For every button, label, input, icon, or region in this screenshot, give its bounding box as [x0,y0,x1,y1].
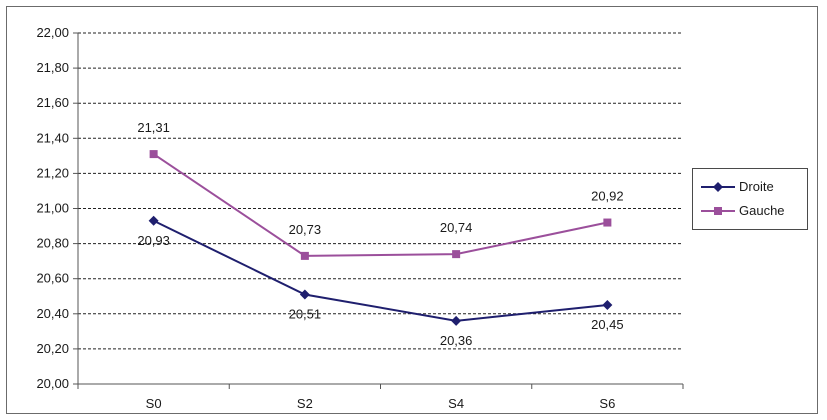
x-tick-label: S2 [297,396,313,411]
data-point-droite [602,300,613,311]
legend-swatch-droite [701,182,735,192]
label-layer: 20,93 20,51 20,36 20,45 21,31 20,73 20,74 20,92 [137,120,623,348]
y-tick-label: 20,40 [36,306,69,321]
legend-label-droite: Droite [739,179,774,194]
data-label-gauche: 20,73 [289,222,322,237]
y-tick-label: 20,60 [36,271,69,286]
y-tick-label: 20,80 [36,236,69,251]
chart-frame [6,6,818,414]
legend-label-gauche: Gauche [739,203,785,218]
data-point-droite [299,289,310,300]
legend-item-gauche: Gauche [701,203,805,219]
x-tick-label: S4 [448,396,464,411]
data-label-gauche: 20,92 [591,189,624,204]
legend-item-droite: Droite [701,179,805,195]
y-tick-label: 21,60 [36,95,69,110]
y-tick-label: 22,00 [36,25,69,40]
data-point-gauche [149,150,158,159]
y-tick-label: 20,20 [36,341,69,356]
data-label-droite: 20,51 [289,306,322,321]
y-tick-label: 21,40 [36,130,69,145]
series-layer [148,150,613,326]
legend: Droite Gauche [692,168,808,230]
axis-layer: 20,00 20,20 20,40 20,60 20,80 21,00 21,20 21,40… [36,25,684,411]
series-line-droite [153,219,608,322]
data-label-gauche: 20,74 [440,220,473,235]
data-label-gauche: 21,31 [137,120,170,135]
y-tick-label: 21,00 [36,201,69,216]
x-tick-label: S6 [599,396,615,411]
legend-swatch-gauche [701,207,735,215]
data-label-droite: 20,36 [440,333,473,348]
data-point-gauche [300,251,309,260]
y-tick-label: 20,00 [36,376,69,391]
data-label-droite: 20,45 [591,317,624,332]
series-line-gauche [153,153,608,257]
x-tick-label: S0 [146,396,162,411]
y-tick-label: 21,80 [36,60,69,75]
data-point-droite [451,315,462,326]
data-label-droite: 20,93 [137,233,170,248]
data-point-droite [148,215,159,226]
data-point-gauche [603,218,612,227]
grid-layer [78,32,683,350]
data-point-gauche [452,250,461,259]
y-tick-label: 21,20 [36,165,69,180]
